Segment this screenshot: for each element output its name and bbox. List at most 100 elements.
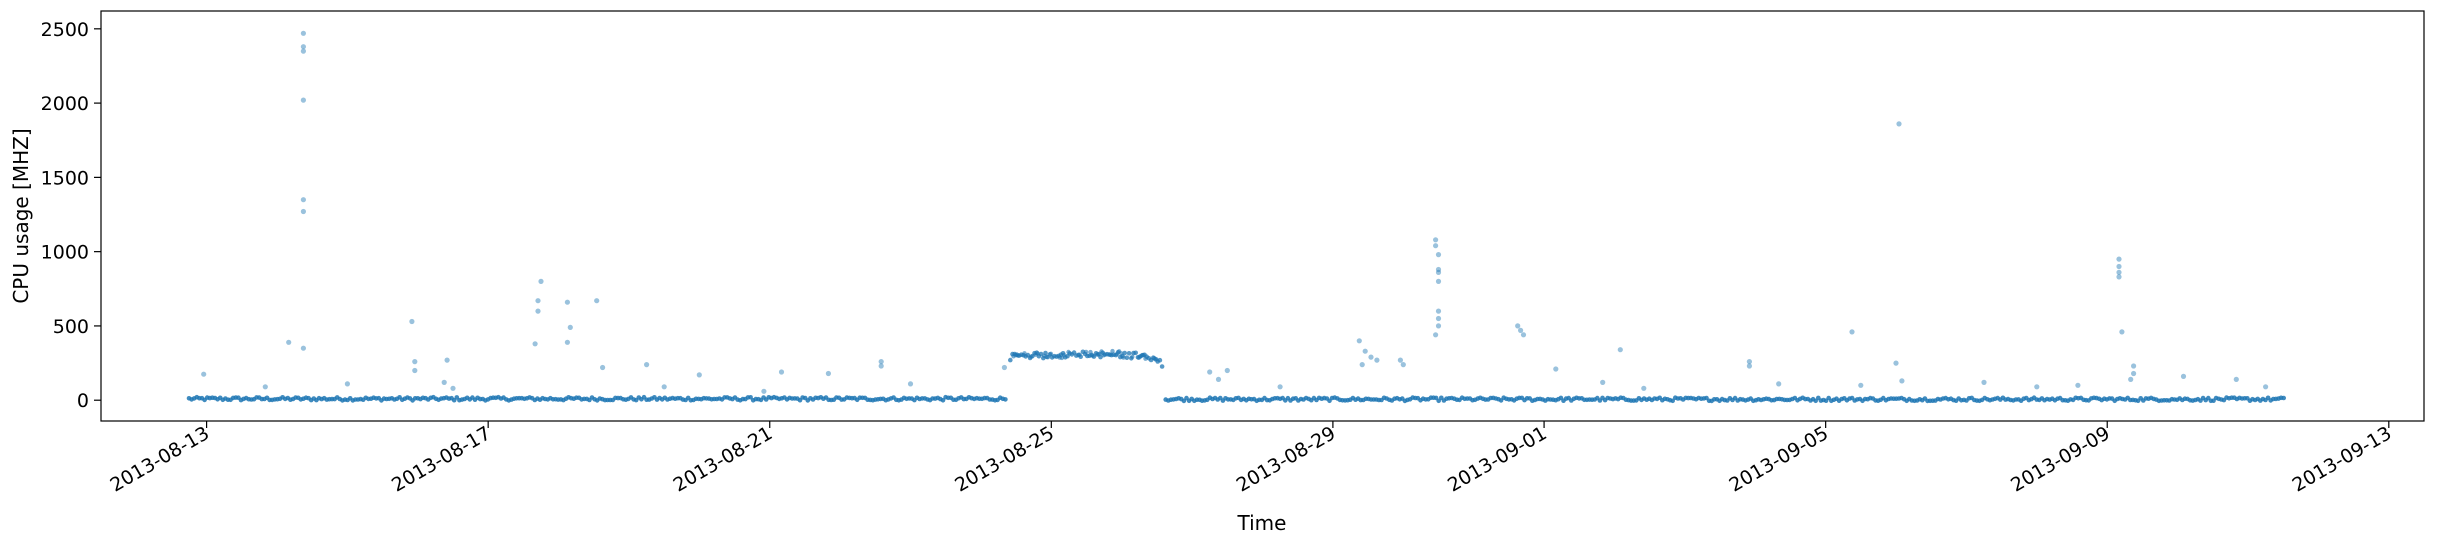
spike-point: [778, 369, 785, 375]
spike-point: [1277, 384, 1283, 390]
spike-point: [344, 381, 350, 387]
baseline-point: [1436, 398, 1441, 404]
y-axis-label: CPU usage [MHZ]: [9, 128, 33, 303]
spike-point: [300, 345, 306, 351]
spike-point: [1215, 376, 1222, 382]
y-tick-label: 500: [53, 316, 89, 338]
spike-point: [1359, 362, 1365, 368]
spike-point: [1435, 315, 1442, 322]
spike-point: [825, 370, 832, 377]
spike-point: [600, 364, 606, 371]
spike-point: [1435, 308, 1442, 314]
spike-point: [1893, 360, 1899, 366]
baseline-point: [1126, 351, 1132, 356]
spike-point: [878, 359, 884, 365]
spike-point: [1397, 357, 1403, 363]
baseline-point: [1110, 348, 1115, 354]
baseline-point: [1670, 398, 1675, 404]
spike-point: [1600, 379, 1606, 385]
baseline-point: [940, 398, 946, 403]
spike-point: [300, 30, 306, 36]
baseline-point: [1043, 350, 1048, 356]
baseline-point: [2281, 395, 2286, 401]
spike-point: [594, 298, 600, 304]
scatter-points: [186, 30, 2286, 404]
spike-point: [2131, 370, 2137, 377]
spike-point: [567, 324, 573, 330]
spike-point: [535, 298, 541, 304]
spike-point: [644, 362, 650, 368]
baseline-point: [1083, 349, 1089, 355]
baseline-point: [1008, 357, 1013, 363]
spike-point: [444, 357, 450, 363]
y-tick-label: 2500: [41, 19, 89, 41]
spike-point: [564, 339, 571, 345]
spike-point: [2263, 384, 2269, 390]
spike-point: [696, 372, 702, 378]
spike-point: [1435, 278, 1442, 284]
baseline-point: [1121, 355, 1126, 360]
spike-point: [409, 318, 415, 325]
spike-point: [535, 308, 541, 314]
spike-point: [2116, 263, 2122, 270]
spike-point: [262, 384, 268, 390]
spike-point: [1207, 369, 1213, 375]
baseline-point: [1003, 397, 1008, 402]
x-axis-label: Time: [1237, 511, 1287, 535]
spike-point: [1553, 366, 1559, 372]
spike-point: [300, 44, 306, 50]
spike-point: [412, 359, 418, 365]
spike-point: [1518, 327, 1524, 333]
spike-point: [2180, 373, 2187, 379]
spike-point: [564, 299, 571, 305]
spike-point: [2034, 384, 2040, 390]
baseline-point: [1159, 364, 1165, 369]
spike-point: [538, 278, 544, 284]
spike-point: [1362, 348, 1368, 354]
spike-point: [1858, 382, 1864, 388]
spike-point: [2116, 274, 2122, 280]
spike-point: [2075, 382, 2081, 388]
spike-point: [1356, 338, 1362, 344]
spike-point: [1776, 381, 1782, 387]
spike-point: [661, 384, 667, 390]
spike-point: [2131, 363, 2137, 369]
spike-point: [300, 197, 306, 203]
spike-point: [1374, 357, 1380, 363]
plot-frame: [100, 10, 2425, 422]
baseline-point: [1122, 350, 1127, 356]
baseline-point: [1124, 355, 1130, 361]
spike-point: [1368, 354, 1374, 360]
spike-point: [1224, 367, 1230, 374]
spike-point: [1899, 378, 1905, 384]
spike-point: [907, 381, 914, 387]
spike-point: [450, 385, 456, 391]
spike-point: [2116, 256, 2122, 262]
y-tick-label: 0: [77, 390, 89, 412]
spike-point: [878, 363, 884, 369]
spike-point: [1617, 347, 1623, 353]
spike-point: [1433, 237, 1439, 243]
baseline-point: [1157, 357, 1163, 363]
y-tick-label: 1500: [41, 167, 89, 189]
baseline-point: [748, 395, 753, 400]
baseline-point: [1130, 354, 1135, 359]
spike-point: [1435, 269, 1442, 275]
spike-point: [1746, 359, 1752, 365]
spike-point: [1435, 252, 1442, 258]
spike-point: [441, 379, 447, 385]
spike-point: [1896, 121, 1902, 127]
spike-point: [1849, 329, 1855, 335]
spike-point: [1435, 323, 1442, 329]
spike-point: [1746, 363, 1752, 369]
baseline-point: [1133, 350, 1138, 356]
spike-point: [2119, 329, 2125, 335]
y-axis: 0 500 1000 1500 2000 2500: [41, 19, 101, 412]
spike-point: [1433, 243, 1439, 249]
spike-point: [412, 367, 418, 374]
spike-point: [2128, 376, 2134, 382]
spike-point: [1001, 364, 1008, 371]
spike-point: [532, 341, 538, 347]
spike-point: [286, 339, 292, 345]
